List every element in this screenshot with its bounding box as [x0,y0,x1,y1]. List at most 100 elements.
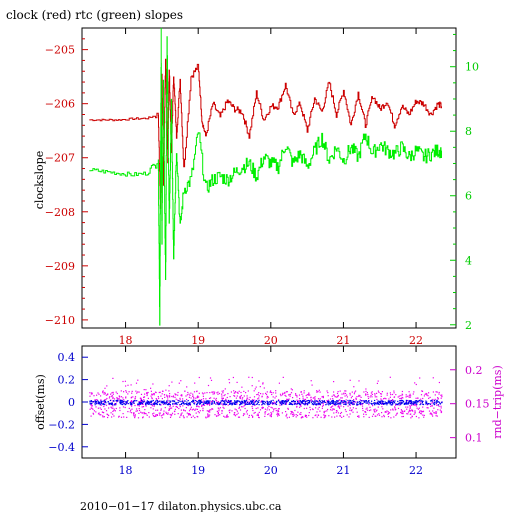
roundtrip-point [349,407,351,409]
offset-point [122,400,124,403]
offset-point [200,401,202,403]
roundtrip-point [381,403,383,405]
roundtrip-point [356,396,358,398]
offset-point [434,403,436,405]
roundtrip-point [216,410,218,412]
offset-point [277,400,279,402]
offset-point [150,400,152,402]
offset-point [426,401,428,403]
roundtrip-point [368,404,370,406]
roundtrip-point [421,390,423,392]
roundtrip-point [332,405,334,407]
offset-point [357,404,359,406]
roundtrip-point [130,397,132,399]
roundtrip-point [344,390,346,392]
roundtrip-point [242,397,244,399]
roundtrip-point [284,392,286,394]
roundtrip-point [431,405,433,407]
offset-point [290,403,293,405]
roundtrip-point [177,399,179,401]
offset-point [198,401,200,404]
roundtrip-point [161,414,164,416]
roundtrip-point [217,391,219,393]
offset-point [408,400,410,402]
roundtrip-point [102,390,104,392]
roundtrip-point [123,399,125,401]
roundtrip-point [276,413,278,416]
roundtrip-point [290,388,292,390]
roundtrip-point [104,393,106,395]
y-tick-label: −210 [45,314,75,327]
roundtrip-point [302,397,304,399]
offset-point [123,400,125,402]
roundtrip-point [223,407,225,409]
roundtrip-point [290,392,293,394]
offset-point [327,400,329,402]
roundtrip-point [106,385,108,387]
roundtrip-point [163,414,165,416]
offset-point [439,402,441,404]
roundtrip-point [358,380,360,382]
offset-point [382,402,384,405]
roundtrip-point [92,408,94,410]
roundtrip-point [426,407,428,409]
roundtrip-point [412,393,414,395]
roundtrip-point [127,384,129,386]
roundtrip-point [192,408,195,410]
offset-point [235,402,237,404]
roundtrip-point [374,411,376,413]
offset-point [132,401,134,403]
offset-point [404,402,406,405]
roundtrip-point [413,391,415,393]
roundtrip-point [406,408,408,410]
offset-point [336,403,338,405]
offset-point [317,401,319,403]
roundtrip-point [285,415,288,417]
roundtrip-point [334,396,336,398]
roundtrip-point [441,394,443,396]
roundtrip-point [218,392,221,395]
offset-point [415,403,417,405]
offset-point [432,403,434,405]
roundtrip-point [151,394,153,396]
roundtrip-point [147,391,149,394]
offset-point [110,403,112,406]
offset-point [363,401,365,403]
offset-point [180,403,182,405]
roundtrip-point [395,404,397,406]
roundtrip-point [440,407,442,409]
roundtrip-point [253,401,255,403]
offset-point [245,402,247,404]
offset-point [186,403,188,405]
roundtrip-point [340,405,342,407]
roundtrip-point [291,389,293,391]
offset-point [266,400,268,402]
roundtrip-point [213,393,215,395]
roundtrip-point [300,391,302,393]
roundtrip-point [127,411,129,413]
offset-point [326,403,328,405]
roundtrip-point [361,400,363,402]
roundtrip-point [122,397,124,399]
roundtrip-point [131,392,133,394]
roundtrip-point [163,410,165,412]
roundtrip-point [376,396,378,398]
offset-point [292,401,294,403]
roundtrip-point [116,397,118,399]
roundtrip-point [377,380,379,382]
roundtrip-point [270,406,272,408]
offset-point [351,402,353,404]
offset-point [192,399,194,401]
roundtrip-point [154,391,157,393]
roundtrip-point [303,407,305,410]
roundtrip-point [380,398,382,400]
offset-point [340,400,342,402]
roundtrip-point [416,407,418,409]
roundtrip-point [89,395,91,397]
roundtrip-point [380,393,383,395]
roundtrip-point [336,396,339,398]
offset-point [151,400,153,402]
offset-point [126,401,128,403]
x-tick-label: 19 [191,334,205,347]
offset-point [379,401,381,403]
